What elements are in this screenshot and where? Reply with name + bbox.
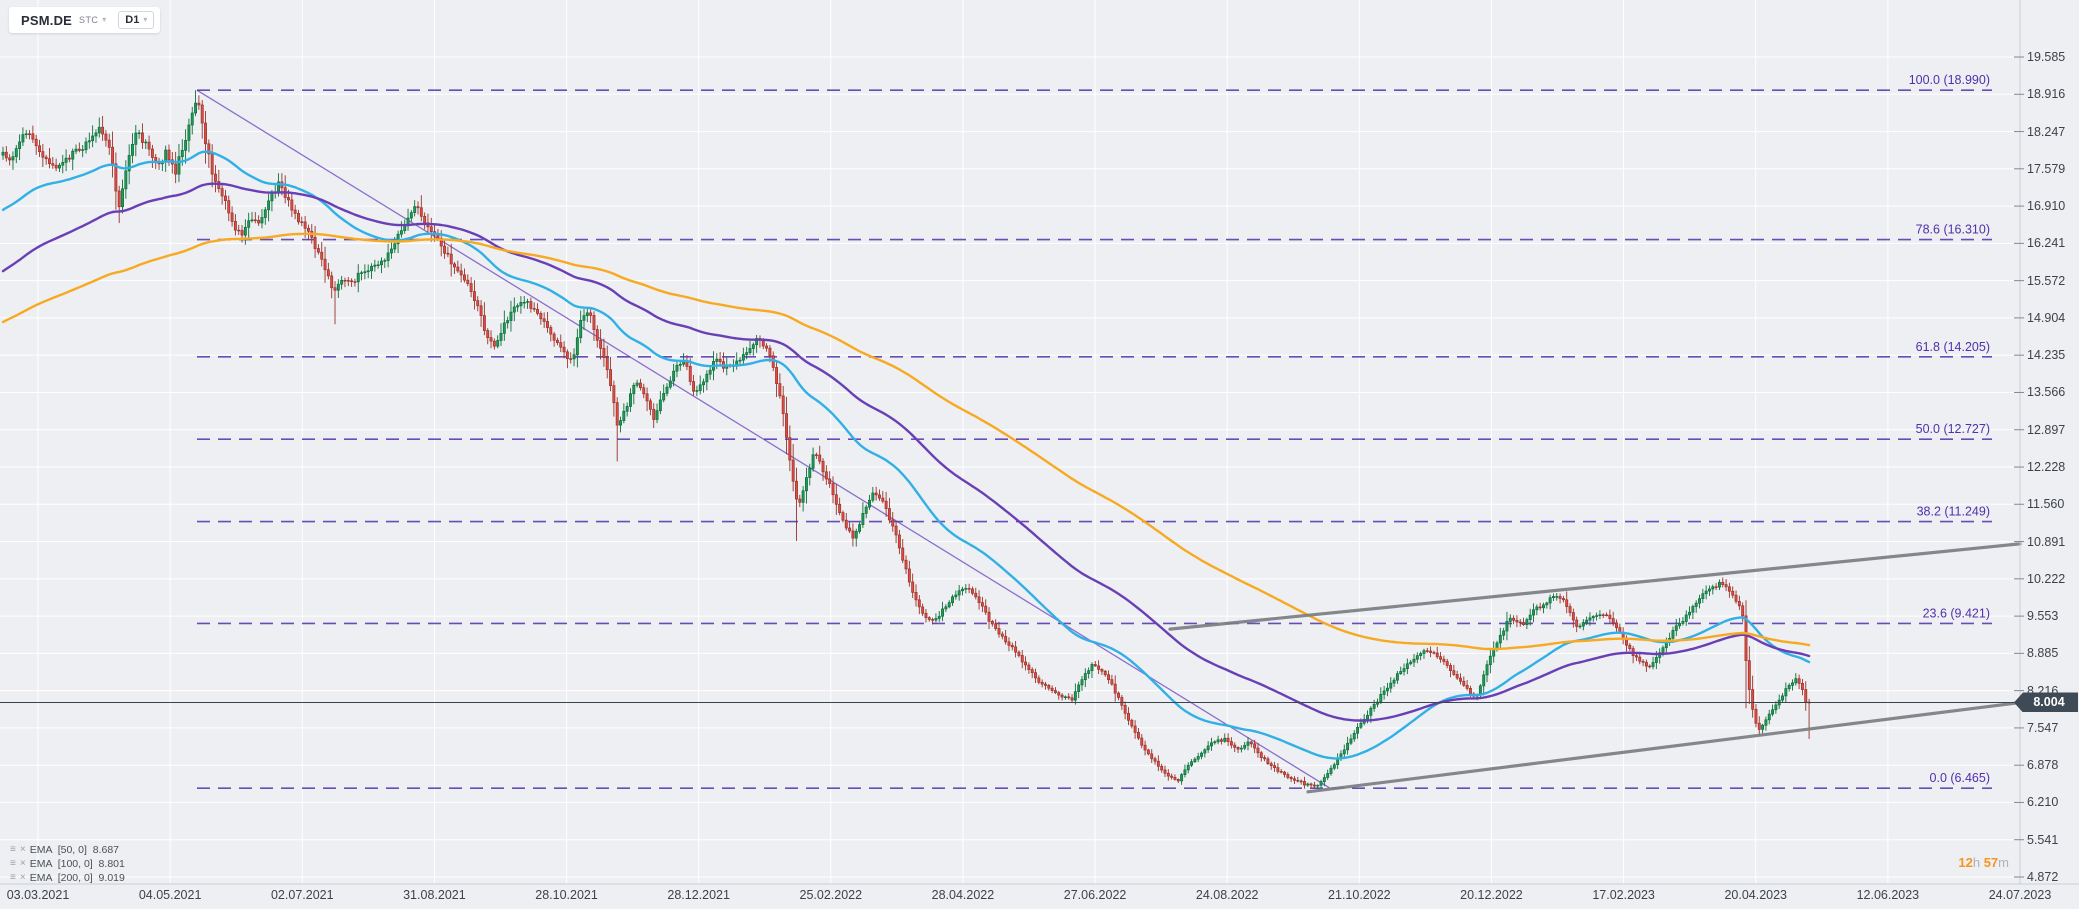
countdown-hours: 12 (1958, 855, 1973, 870)
ema-100-line (1, 182, 1811, 722)
price-axis-label: 14.235 (2027, 348, 2066, 363)
date-axis-label: 24.08.2022 (1195, 888, 1259, 902)
indicator-settings-icon[interactable]: ≡ (10, 843, 16, 855)
last-price-badge: 8.004 (2014, 692, 2078, 713)
indicator-label: EMA [200, 0] 9.019 (29, 871, 125, 884)
price-axis-label: 4.872 (2027, 870, 2059, 884)
date-axis-label: 04.05.2021 (138, 888, 202, 902)
fib-level-label: 61.8 (14.205) (1916, 340, 1990, 354)
indicator-settings-icon[interactable]: ≡ (10, 871, 16, 883)
price-axis-label: 18.247 (2027, 124, 2066, 139)
price-axis-label: 13.566 (2027, 385, 2066, 400)
countdown-minutes-unit: m (1998, 855, 2009, 870)
date-axis-label: 12.06.2023 (1856, 888, 1920, 902)
date-axis-label: 27.06.2022 (1063, 888, 1127, 902)
date-axis-label: 28.04.2022 (931, 888, 995, 902)
price-axis-label: 10.891 (2027, 534, 2066, 549)
price-axis-label: 12.228 (2027, 460, 2066, 475)
symbol-name: PSM.DE (21, 12, 73, 28)
indicator-remove-icon[interactable]: × (19, 857, 26, 869)
price-axis-label: 16.910 (2027, 199, 2066, 214)
date-axis-label: 20.04.2023 (1724, 888, 1787, 902)
price-axis-label: 7.547 (2027, 720, 2059, 735)
price-axis-label: 12.897 (2027, 422, 2066, 437)
fib-level-label: 50.0 (12.727) (1916, 422, 1990, 436)
date-axis-label: 28.12.2021 (667, 888, 730, 902)
countdown-hours-unit: h (1972, 855, 1981, 870)
date-axis-label: 03.03.2021 (6, 888, 70, 902)
date-axis-label: 20.12.2022 (1460, 888, 1523, 902)
date-axis-label: 28.10.2021 (535, 888, 598, 902)
price-axis-label: 6.878 (2027, 758, 2059, 773)
date-axis-label: 31.08.2021 (403, 888, 466, 902)
price-axis-label: 6.210 (2027, 795, 2059, 810)
indicator-legend: ≡ × EMA [50, 0] 8.687 ≡ × EMA [100, 0] 8.801 ≡… (10, 843, 125, 885)
price-axis-label: 18.916 (2027, 87, 2066, 102)
fib-level-label: 78.6 (16.310) (1916, 223, 1990, 237)
ema-50-line (1, 150, 1811, 760)
date-axis-label: 17.02.2023 (1592, 888, 1655, 902)
timeframe-label: D1 (125, 14, 140, 26)
price-axis-label: 9.553 (2027, 609, 2059, 624)
countdown-minutes: 57 (1983, 855, 1999, 870)
date-axis-label: 21.10.2022 (1328, 888, 1391, 902)
timeframe-dropdown[interactable]: D1 ▾ (118, 11, 155, 29)
date-axis-label: 25.02.2022 (799, 888, 863, 902)
indicator-label: EMA [100, 0] 8.801 (29, 857, 125, 870)
price-axis-label: 14.904 (2027, 310, 2066, 325)
indicator-row: ≡ × EMA [100, 0] 8.801 (10, 857, 125, 870)
price-axis-label: 10.222 (2027, 571, 2066, 586)
trendline[interactable] (1306, 701, 2017, 794)
fib-level-label: 100.0 (18.990) (1909, 73, 1990, 87)
indicator-row: ≡ × EMA [50, 0] 8.687 (10, 843, 125, 856)
price-axis-label: 17.579 (2027, 161, 2066, 176)
price-axis-label: 5.541 (2027, 832, 2059, 847)
indicator-remove-icon[interactable]: × (19, 871, 26, 883)
price-axis-label: 11.560 (2027, 497, 2065, 512)
ema-200-line (1, 232, 1811, 651)
fib-level-label: 38.2 (11.249) (1917, 505, 1990, 519)
indicator-settings-icon[interactable]: ≡ (10, 857, 16, 869)
session-countdown: 12h 57m (1958, 855, 2009, 870)
price-axis-label: 16.241 (2027, 236, 2066, 251)
price-axis-label: 19.585 (2027, 50, 2066, 64)
indicator-label: EMA [50, 0] 8.687 (29, 843, 119, 856)
symbol-market-label[interactable]: STC (79, 15, 99, 25)
fib-level-label: 0.0 (6.465) (1930, 771, 1990, 785)
price-axis-label: 15.572 (2027, 273, 2066, 288)
indicator-row: ≡ × EMA [200, 0] 9.019 (10, 871, 125, 884)
indicator-remove-icon[interactable]: × (19, 843, 26, 855)
fib-level-label: 23.6 (9.421) (1923, 606, 1990, 620)
symbol-header: PSM.DE STC ▾ D1 ▾ (9, 7, 161, 33)
price-axis-label: 8.885 (2027, 646, 2059, 661)
date-axis-label: 24.07.2023 (1988, 888, 2052, 902)
date-axis-label: 02.07.2021 (270, 888, 334, 902)
chevron-down-icon: ▾ (143, 15, 148, 24)
trendline[interactable] (1168, 542, 2022, 631)
chevron-down-icon[interactable]: ▾ (102, 15, 107, 24)
